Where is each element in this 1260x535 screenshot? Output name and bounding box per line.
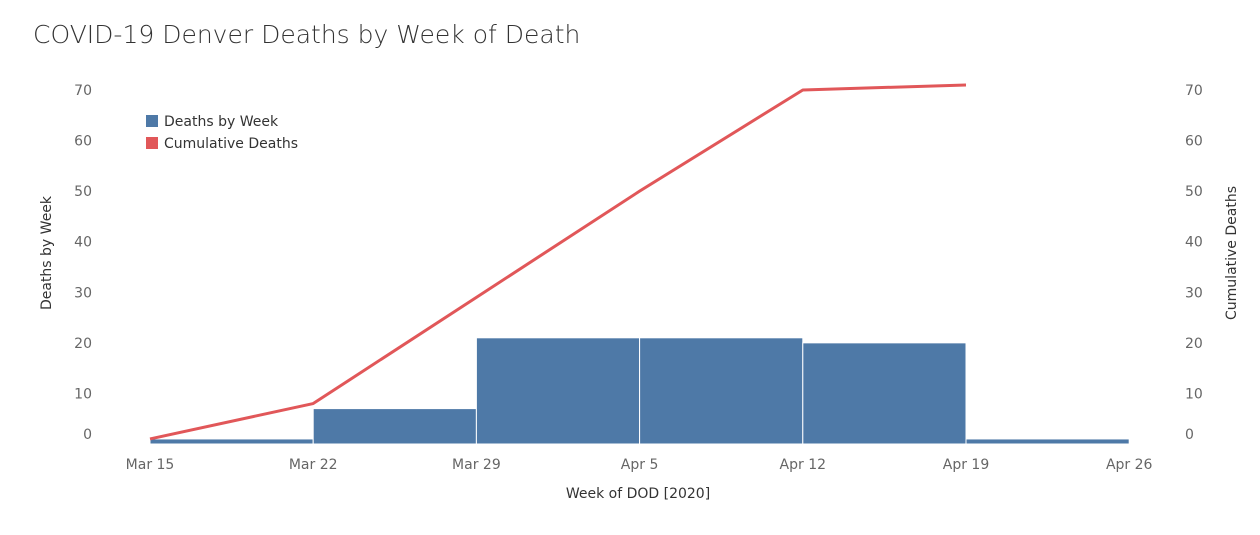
x-tick-label: Apr 19: [943, 457, 989, 473]
y-tick-right: 70: [1185, 83, 1203, 99]
x-tick-label: Apr 26: [1106, 457, 1153, 473]
legend-label: Deaths by Week: [164, 114, 279, 130]
y-tick-left: 20: [74, 336, 92, 352]
y-tick-right: 0: [1185, 427, 1194, 443]
legend-label: Cumulative Deaths: [164, 136, 298, 152]
bar: [312, 408, 477, 445]
x-tick-label: Mar 15: [126, 457, 175, 473]
bar: [149, 438, 314, 445]
y-tick-left: 10: [74, 386, 92, 402]
y-axis-label-left: Deaths by Week: [39, 195, 55, 310]
y-tick-left: 40: [74, 235, 92, 251]
bar: [639, 337, 804, 445]
cumulative-line: [149, 83, 967, 441]
y-tick-left: 0: [83, 427, 92, 443]
legend-swatch: [146, 115, 158, 127]
y-tick-right: 60: [1185, 134, 1203, 150]
bar: [965, 438, 1130, 445]
y-tick-right: 20: [1185, 336, 1203, 352]
y-tick-right: 40: [1185, 235, 1203, 251]
x-tick-label: Mar 22: [289, 457, 338, 473]
x-tick-label: Apr 12: [780, 457, 826, 473]
chart-title: COVID-19 Denver Deaths by Week of Death: [33, 20, 581, 49]
x-tick-label: Mar 29: [452, 457, 501, 473]
bar: [475, 337, 641, 445]
legend-swatch: [146, 137, 158, 149]
bar: [802, 342, 967, 445]
y-tick-left: 50: [74, 184, 92, 200]
y-tick-left: 70: [74, 83, 92, 99]
y-tick-right: 10: [1185, 386, 1203, 402]
y-tick-left: 30: [74, 285, 92, 301]
x-axis-label: Week of DOD [2020]: [566, 486, 710, 502]
y-axis-label-right: Cumulative Deaths: [1224, 186, 1240, 320]
x-tick-label: Apr 5: [621, 457, 659, 473]
y-tick-left: 60: [74, 134, 92, 150]
y-tick-right: 30: [1185, 285, 1203, 301]
y-tick-right: 50: [1185, 184, 1203, 200]
